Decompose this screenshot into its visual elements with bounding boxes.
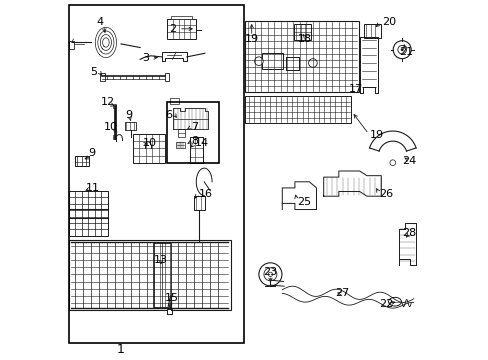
Text: 13: 13 (154, 255, 168, 265)
Circle shape (392, 41, 410, 59)
Text: 26: 26 (379, 189, 393, 199)
Text: 12: 12 (101, 96, 115, 107)
Text: 9: 9 (125, 110, 132, 120)
Bar (170, 98, 179, 104)
Bar (69, 5, 244, 343)
Bar (176, 142, 185, 148)
Text: 20: 20 (381, 17, 395, 27)
Bar (167, 19, 196, 39)
Polygon shape (399, 223, 415, 265)
Bar (69, 41, 74, 49)
Text: 4: 4 (97, 17, 104, 27)
Text: 27: 27 (335, 288, 349, 298)
Text: 24: 24 (402, 156, 416, 166)
Text: 25: 25 (296, 197, 310, 207)
Text: 28: 28 (402, 228, 416, 238)
Bar (167, 309, 172, 314)
Text: 3: 3 (142, 53, 149, 63)
Bar (113, 104, 116, 108)
Bar (133, 134, 165, 163)
Circle shape (254, 57, 263, 66)
Circle shape (389, 160, 395, 166)
Text: 10: 10 (103, 122, 117, 132)
Text: 19: 19 (369, 130, 383, 140)
Bar (244, 21, 358, 92)
Text: 21: 21 (399, 47, 413, 57)
Text: 15: 15 (164, 293, 179, 303)
Text: 10: 10 (142, 138, 157, 148)
Text: 5: 5 (90, 67, 97, 77)
Circle shape (308, 59, 317, 67)
Bar (164, 73, 168, 81)
Text: 1: 1 (116, 343, 124, 356)
Polygon shape (282, 182, 316, 210)
Text: 18: 18 (297, 34, 311, 44)
Circle shape (400, 48, 403, 51)
Circle shape (268, 272, 272, 276)
Bar (75, 156, 89, 166)
Text: 9: 9 (88, 148, 95, 158)
Bar (167, 102, 219, 163)
Bar (113, 135, 116, 139)
Polygon shape (323, 171, 381, 196)
Text: 6: 6 (165, 110, 172, 120)
Bar (294, 24, 311, 40)
Text: 7: 7 (191, 122, 198, 132)
Bar (363, 24, 381, 38)
Bar (178, 129, 185, 137)
Text: 16: 16 (198, 189, 212, 199)
Bar (194, 196, 204, 210)
Bar (285, 57, 298, 70)
Text: 23: 23 (263, 267, 277, 277)
Text: 17: 17 (348, 84, 363, 94)
Bar (261, 53, 283, 69)
Text: 11: 11 (85, 183, 99, 193)
Bar (244, 96, 351, 123)
Text: 8: 8 (191, 136, 198, 146)
Circle shape (258, 263, 282, 286)
Bar (170, 16, 192, 19)
Bar (101, 73, 104, 81)
Text: 2: 2 (169, 24, 176, 34)
Bar (69, 191, 107, 236)
Circle shape (264, 268, 276, 281)
Circle shape (397, 45, 406, 54)
Bar (172, 106, 213, 130)
Bar (69, 240, 230, 310)
Text: 22: 22 (379, 299, 393, 309)
Bar (152, 243, 170, 307)
Bar (189, 137, 203, 163)
Bar (125, 122, 136, 130)
Text: 14: 14 (194, 138, 208, 148)
Text: 19: 19 (244, 34, 258, 44)
